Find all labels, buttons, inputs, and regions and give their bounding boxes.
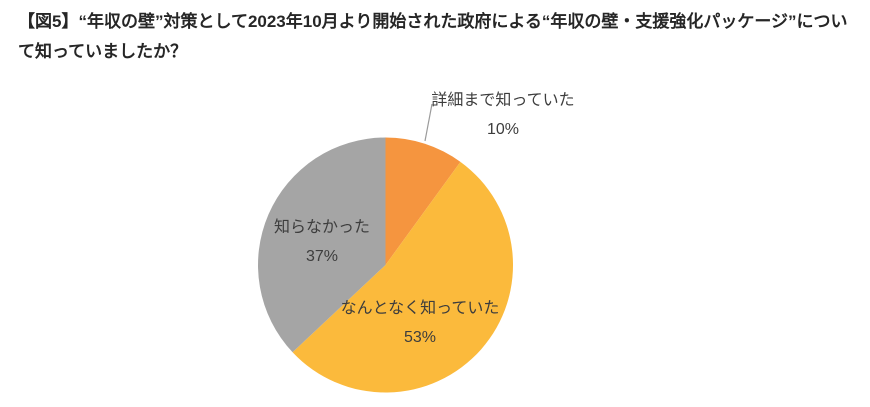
figure-title: 【図5】“年収の壁”対策として2023年10月より開始された政府による“年収の壁… xyxy=(18,12,848,61)
pie-slice-somewhat-known xyxy=(292,161,514,393)
pie-label-did-not-know: 知らなかった 37% xyxy=(274,213,370,271)
pie-label-detail-known-percent: 10% xyxy=(486,121,520,138)
pie-label-somewhat-known-text: なんとなく知っていた xyxy=(340,300,500,317)
pie-slice-detail-known xyxy=(385,137,461,265)
pie-slice-did-not-know xyxy=(258,137,386,353)
pie-label-did-not-know-text: 知らなかった xyxy=(273,219,371,236)
pie-label-detail-known-text: 詳細まで知っていた xyxy=(431,92,575,109)
pie-label-did-not-know-percent: 37% xyxy=(305,248,339,265)
pie-label-detail-known: 詳細まで知っていた 10% xyxy=(431,86,574,144)
pie-label-somewhat-known-percent: 53% xyxy=(403,329,437,346)
pie-label-somewhat-known: なんとなく知っていた 53% xyxy=(341,294,500,352)
pie-slices xyxy=(258,137,514,393)
label-leader-line xyxy=(424,103,433,142)
